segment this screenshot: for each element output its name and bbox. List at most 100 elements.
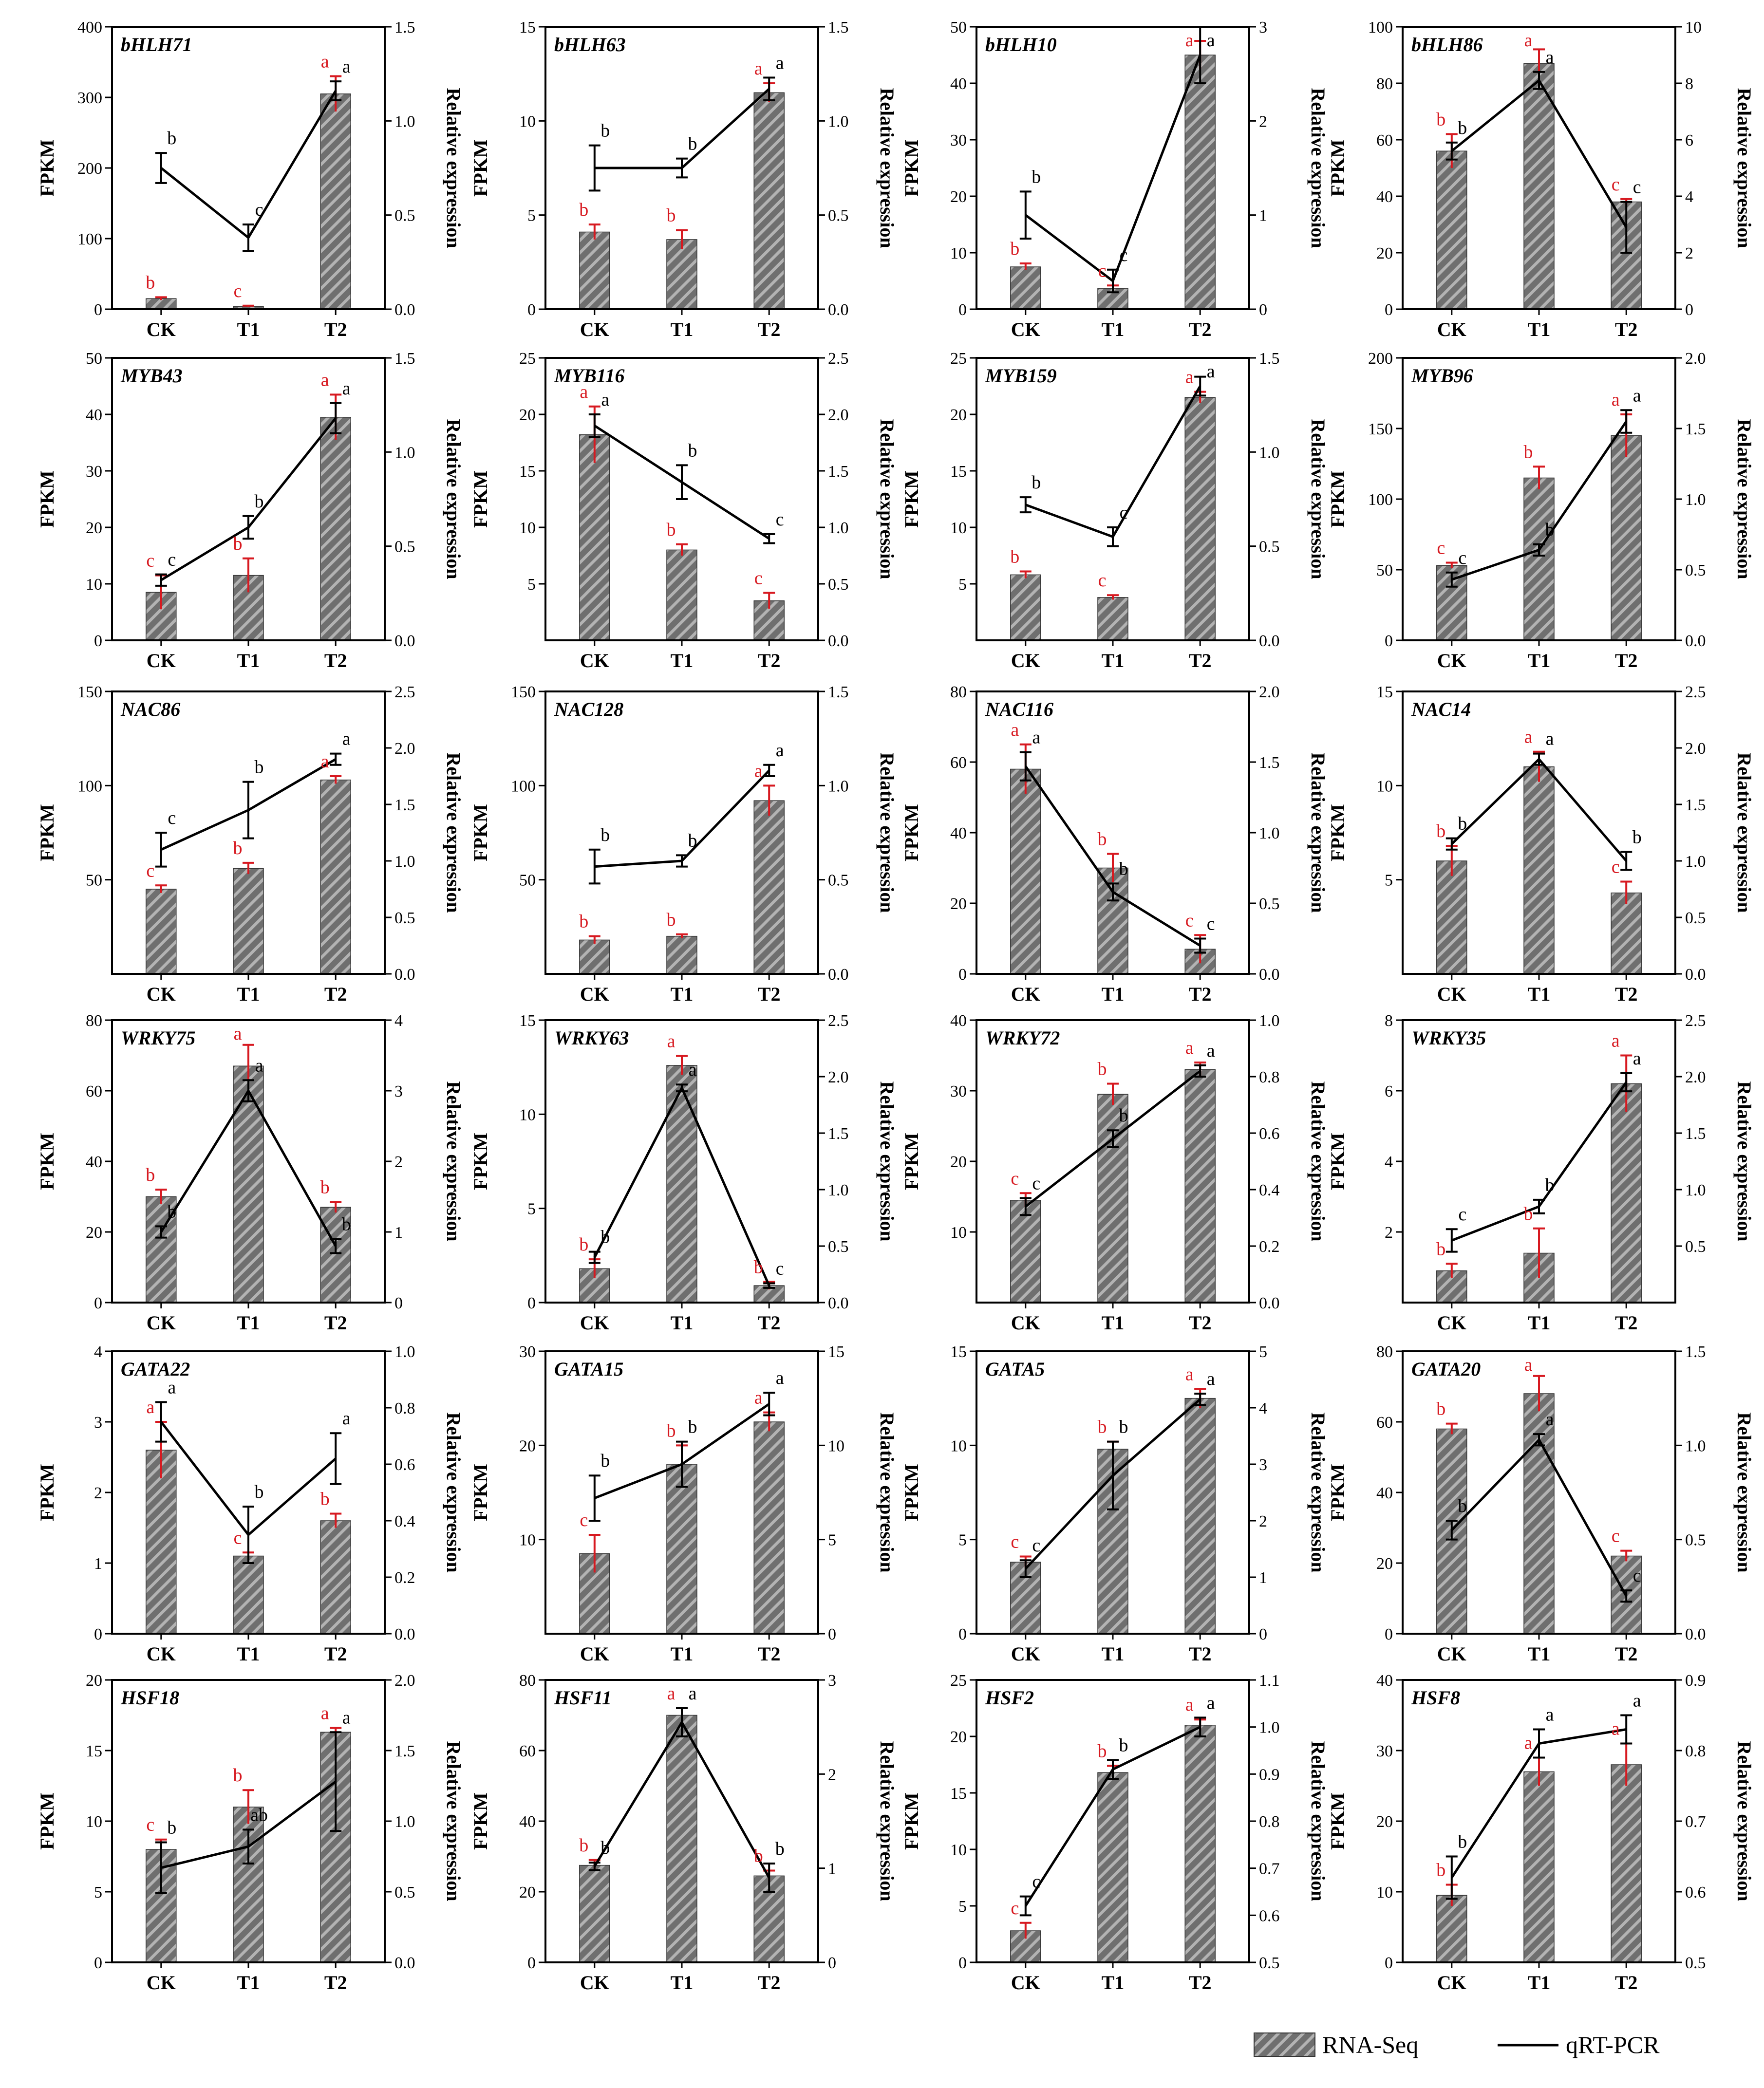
bar-gata20-ck	[1436, 1428, 1467, 1634]
bar-error-bhlh63-t1	[676, 229, 688, 249]
qpcr-error-nac128-t2	[763, 764, 775, 777]
rnaseq-sig-letter: c	[754, 568, 763, 589]
bar-hsf2-t1	[1097, 1772, 1128, 1963]
qpcr-sig-letter: a	[342, 729, 351, 749]
x-tick-label: CK	[1011, 650, 1040, 671]
qpcr-error-nac86-t1	[243, 781, 254, 839]
y-left-title: FPKM	[469, 1792, 491, 1850]
rnaseq-sig-letter: a	[1524, 1355, 1533, 1375]
bar-gata5-t2	[1184, 1398, 1216, 1634]
right-tick-label: 2	[828, 1766, 836, 1784]
gene-title: bHLH71	[121, 34, 192, 56]
qpcr-sig-letter: b	[1545, 1175, 1555, 1195]
gene-title: MYB116	[554, 365, 624, 387]
left-tick-label: 80	[86, 1012, 102, 1030]
left-tick-label: 0	[94, 1294, 102, 1312]
x-tick-label: CK	[147, 1643, 176, 1665]
left-tick-label: 20	[950, 406, 967, 424]
right-tick-label: 2	[1259, 112, 1267, 130]
qpcr-sig-letter: b	[688, 440, 697, 461]
bar-bhlh63-t1	[666, 239, 697, 310]
y-right-title: Relative expression	[1733, 1412, 1755, 1572]
x-tick-label: T1	[237, 1312, 260, 1334]
right-tick-label: 1.5	[394, 19, 415, 37]
right-tick-label: 1.5	[1259, 350, 1280, 368]
rnaseq-sig-letter: a	[321, 370, 329, 390]
gene-title: MYB96	[1411, 365, 1473, 387]
qpcr-error-bhlh10-t1	[1107, 268, 1119, 294]
qpcr-sig-letter: a	[342, 1707, 351, 1728]
left-tick-label: 50	[950, 19, 967, 37]
bar-error-gata20-t2	[1620, 1549, 1633, 1562]
bar-error-myb96-ck	[1445, 561, 1458, 569]
left-tick-label: 20	[950, 895, 967, 913]
right-tick-label: 0.8	[1259, 1068, 1280, 1086]
left-tick-label: 50	[86, 350, 102, 368]
qpcr-error-myb43-t2	[330, 402, 342, 434]
qpcr-sig-letter: a	[1207, 1369, 1215, 1389]
left-tick-label: 0	[94, 301, 102, 319]
x-tick-label: T1	[1102, 983, 1125, 1005]
y-left-title: FPKM	[36, 804, 58, 861]
bar-wrky35-t2	[1611, 1083, 1642, 1303]
qpcr-sig-letter: a	[1032, 727, 1040, 748]
x-tick-label: CK	[580, 1972, 609, 1994]
bar-error-nac86-t1	[243, 861, 254, 875]
x-tick-label: T2	[1189, 1643, 1212, 1665]
rnaseq-sig-letter: b	[1524, 1204, 1533, 1224]
rnaseq-sig-letter: c	[1185, 910, 1194, 931]
left-tick-label: 60	[86, 1082, 102, 1100]
right-tick-label: 2	[1685, 244, 1693, 262]
right-tick-label: 0.0	[828, 632, 849, 650]
rnaseq-sig-letter: a	[1185, 367, 1194, 388]
left-tick-label: 50	[86, 872, 102, 890]
x-tick-label: T1	[1102, 650, 1125, 671]
right-tick-label: 0.0	[1685, 632, 1706, 650]
left-tick-label: 10	[950, 1437, 967, 1455]
legend-bar-label: RNA-Seq	[1322, 2031, 1418, 2058]
x-tick-label: CK	[580, 318, 609, 340]
qpcr-error-bhlh71-t2	[330, 80, 342, 101]
qpcr-error-myb43-ck	[155, 573, 167, 587]
right-tick-label: 0	[1259, 301, 1267, 319]
left-tick-label: 0	[94, 1954, 102, 1972]
qpcr-sig-letter: a	[1207, 30, 1215, 51]
left-tick-label: 60	[1376, 1414, 1393, 1432]
left-tick-label: 0	[527, 1294, 536, 1312]
left-tick-label: 25	[519, 350, 536, 368]
y-right-title: Relative expression	[876, 419, 898, 579]
panel-myb43: 0 10 20 30 40 50 0.0 0.5 1.0 1.5 CK T1 T2 MYB43 FPKM Re…	[36, 350, 465, 671]
y-right-title: Relative expression	[1307, 1741, 1329, 1901]
rnaseq-sig-letter: c	[1437, 538, 1445, 559]
left-tick-label: 8	[1385, 1012, 1393, 1030]
left-tick-label: 10	[86, 1813, 102, 1831]
bar-error-bhlh10-ck	[1019, 262, 1032, 270]
bar-error-nac86-t2	[330, 775, 342, 784]
qpcr-sig-letter: c	[255, 200, 263, 220]
qpcr-error-nac128-ck	[588, 848, 601, 885]
gene-title: HSF8	[1411, 1687, 1460, 1709]
qpcr-sig-letter: c	[776, 1259, 784, 1279]
left-tick-label: 150	[511, 683, 536, 701]
left-tick-label: 10	[950, 1841, 967, 1859]
x-tick-label: CK	[580, 1312, 609, 1334]
qpcr-error-myb96-ck	[1445, 571, 1458, 588]
rnaseq-sig-letter: a	[1612, 390, 1620, 410]
y-right-title: Relative expression	[876, 752, 898, 913]
left-tick-label: 10	[950, 1224, 967, 1242]
right-tick-label: 1.5	[1685, 1343, 1706, 1361]
bar-error-gata15-ck	[588, 1534, 601, 1573]
x-tick-label: CK	[1437, 1972, 1466, 1994]
qpcr-error-wrky75-ck	[155, 1225, 167, 1239]
right-tick-label: 0.5	[828, 576, 849, 594]
right-tick-label: 0.5	[1259, 538, 1280, 556]
qpcr-error-hsf2-t2	[1194, 1716, 1206, 1737]
qpcr-error-wrky72-t1	[1107, 1129, 1119, 1148]
right-tick-label: 0.8	[1685, 1742, 1706, 1760]
rnaseq-sig-letter: c	[1011, 1168, 1019, 1189]
qpcr-sig-letter: b	[601, 1838, 610, 1858]
left-tick-label: 20	[1376, 1555, 1393, 1573]
right-tick-label: 1.0	[1685, 853, 1706, 871]
bar-error-myb116-t2	[763, 592, 775, 609]
bar-nac14-ck	[1436, 860, 1467, 974]
